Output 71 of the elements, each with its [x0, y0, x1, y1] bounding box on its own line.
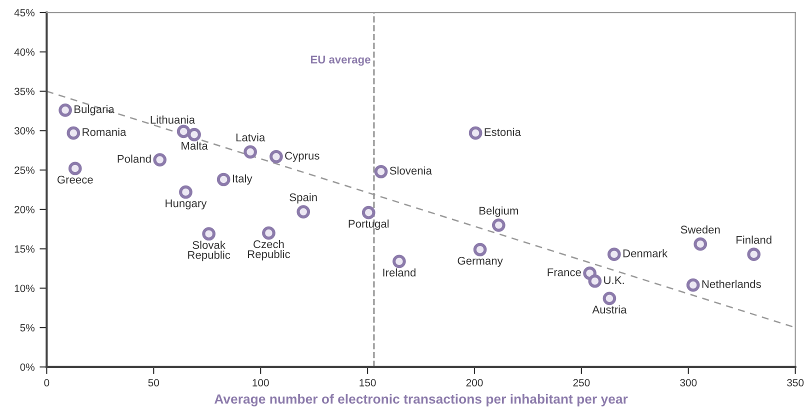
point [176, 124, 190, 138]
annotation: Spain [290, 193, 317, 204]
annotation: Malta [182, 142, 208, 150]
point [607, 248, 621, 262]
annotation: Greece [57, 176, 93, 184]
x-tick-label: 250 [573, 379, 590, 386]
point [602, 292, 616, 306]
annotation: Estonia [484, 128, 521, 136]
point [694, 237, 708, 251]
x-tick-label: 0 [44, 379, 50, 386]
point [747, 248, 761, 262]
point [58, 104, 72, 117]
ref-line-label: EU average [310, 56, 370, 66]
point [216, 172, 230, 186]
point [473, 242, 487, 256]
annotation: Germany [458, 256, 503, 267]
annotation: Finland [736, 236, 772, 244]
y-tick-label: 40% [14, 48, 35, 56]
annotation: Ireland [383, 268, 416, 277]
annotation: Hungary [166, 199, 207, 210]
point [68, 162, 82, 176]
annotation: Slovenia [390, 166, 432, 175]
annotation: Bulgaria [74, 105, 114, 116]
point [468, 126, 482, 140]
point [588, 274, 602, 288]
point [374, 164, 388, 178]
point [66, 126, 80, 140]
annotation: Lithuania [150, 116, 196, 124]
annotation: France [548, 268, 581, 276]
y-tick-label: 35% [14, 88, 35, 96]
point [686, 278, 700, 292]
y-tick-label: 45% [14, 9, 35, 16]
annotation: Netherlands [702, 280, 761, 288]
point [270, 150, 283, 164]
annotation: Romania [82, 128, 126, 136]
annotation: U.K. [604, 276, 624, 284]
y-tick-label: 10% [14, 284, 35, 292]
annotation: Slovak Republic [188, 240, 230, 262]
annotation: Belgium [480, 206, 518, 217]
x-tick-label: 350 [787, 379, 804, 386]
annotation: Latvia [236, 133, 266, 142]
x-tick-label: 300 [680, 379, 697, 386]
x-tick-label: 200 [466, 379, 483, 386]
point [153, 153, 167, 166]
point [188, 128, 201, 142]
annotation: Sweden [680, 225, 720, 234]
point [392, 254, 406, 268]
y-tick-label: 0% [20, 363, 35, 371]
point [296, 205, 310, 218]
point [262, 226, 276, 240]
x-axis-title: Average number of electronic transactions per inhabitant per year [214, 394, 628, 406]
point [202, 227, 216, 241]
x-tick-label: 100 [252, 379, 269, 386]
annotation: Austria [592, 305, 627, 314]
y-tick-label: 25% [14, 166, 35, 174]
annotation: Portugal [348, 220, 389, 230]
point [244, 145, 257, 159]
y-tick-label: 15% [14, 245, 35, 253]
point [362, 206, 376, 220]
annotation: Denmark [623, 249, 668, 258]
x-tick-label: 50 [148, 379, 160, 386]
point [179, 185, 192, 199]
y-tick-label: 20% [14, 206, 35, 214]
annotation: Cyprus [285, 152, 320, 162]
x-tick-label: 150 [360, 379, 376, 386]
y-tick-label: 5% [20, 324, 35, 332]
annotation: Italy [232, 174, 252, 185]
y-tick-label: 30% [14, 127, 35, 135]
annotation: Poland [118, 154, 151, 163]
annotation: Czech Republic [248, 240, 290, 260]
point [492, 218, 506, 232]
